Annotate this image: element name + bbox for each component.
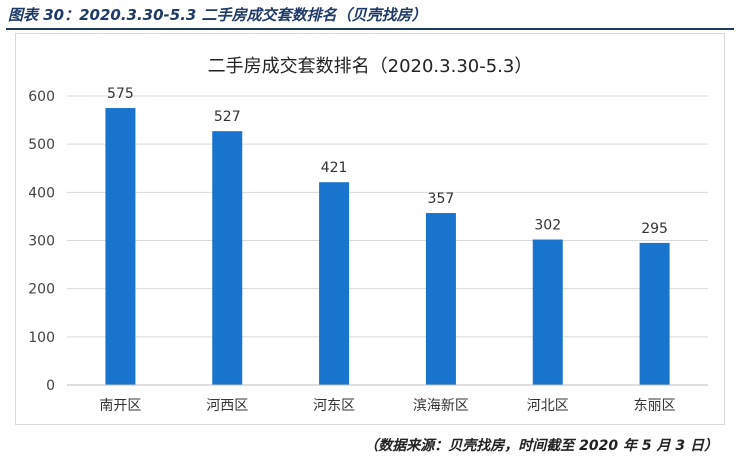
data-label: 575: [107, 86, 134, 102]
bar: [105, 108, 136, 386]
data-labels: 575 527 421 357 302 295: [107, 86, 668, 237]
chart-container: 二手房成交套数排名（2020.3.30-5.3） 0 100 200 300 400 50…: [15, 33, 725, 425]
y-tick-label: 400: [28, 185, 55, 201]
x-tick-label: 河西区: [206, 398, 248, 414]
x-tick-label: 东丽区: [634, 398, 676, 414]
y-tick-label: 200: [28, 282, 55, 298]
y-axis-ticks: 0 100 200 300 400 500 600: [28, 89, 55, 394]
chart-title: 二手房成交套数排名（2020.3.30-5.3）: [208, 56, 533, 77]
bar-chart: 二手房成交套数排名（2020.3.30-5.3） 0 100 200 300 400 50…: [28, 56, 708, 414]
y-tick-label: 300: [28, 234, 55, 250]
data-label: 295: [641, 221, 668, 237]
data-label: 302: [534, 218, 561, 234]
source-note: （数据来源：贝壳找房，时间截至 2020 年 5 月 3 日）: [364, 438, 718, 454]
data-label: 527: [214, 109, 241, 125]
x-tick-label: 河北区: [527, 398, 569, 414]
x-tick-label: 河东区: [313, 398, 355, 414]
bar: [532, 239, 563, 385]
figure-caption: 图表 30：2020.3.30-5.3 二手房成交套数排名（贝壳找房）: [8, 6, 427, 24]
y-tick-label: 600: [28, 89, 55, 105]
y-tick-label: 100: [28, 330, 55, 346]
caption-divider: [6, 28, 734, 30]
y-tick-label: 500: [28, 137, 55, 153]
bars: [105, 108, 670, 386]
bar: [319, 182, 350, 385]
bar: [212, 131, 243, 385]
x-tick-label: 南开区: [99, 398, 141, 414]
bar: [639, 242, 670, 385]
x-axis-ticks: 南开区 河西区 河东区 滨海新区 河北区 东丽区: [99, 398, 675, 414]
data-label: 357: [428, 191, 455, 207]
data-label: 421: [321, 160, 348, 176]
y-tick-label: 0: [46, 378, 55, 394]
bar: [425, 213, 456, 385]
grid-lines: [67, 95, 708, 338]
x-tick-label: 滨海新区: [413, 398, 469, 414]
